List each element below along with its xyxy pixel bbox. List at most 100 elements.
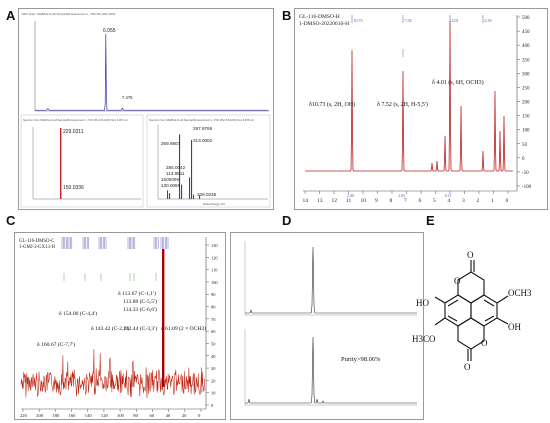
c-annot-5: δ 143.42 (C-2,2') xyxy=(91,325,129,332)
c-topmarks xyxy=(61,237,169,281)
b-shift-label: 10.73 xyxy=(354,18,363,23)
b-header-1: GL-116-DMSO-H xyxy=(299,14,340,20)
b-ytick-label: -50 xyxy=(522,171,529,176)
b-xtick-label: 3 xyxy=(462,198,465,204)
c-ytick-label: 50 xyxy=(211,341,216,346)
b-ytick-label: 400 xyxy=(522,44,530,49)
struct-o-ring-bottom: O xyxy=(481,338,488,348)
c-annot-4: δ 154.00 (C-4,4') xyxy=(59,310,97,317)
c-header-1: GL-116-DMSO-C xyxy=(19,239,54,244)
b-xtick-label: 12 xyxy=(332,198,338,204)
b-xticks: 14 13 12 11 10 9 8 7 6 5 4 3 2 1 0 xyxy=(303,191,509,204)
panel-e-structure: O O O O OCH3 OH HO H3CO xyxy=(426,232,546,418)
b-xtick-label: 0 xyxy=(506,198,509,204)
c-xtick-label: 40 xyxy=(166,413,171,418)
d-trace-top xyxy=(245,246,417,314)
struct-h3co-label: H3CO xyxy=(412,334,436,344)
b-trace xyxy=(305,20,513,172)
a-br-label-7: 130.0066 xyxy=(161,183,181,188)
b-xtick-label: 7 xyxy=(404,198,407,204)
b-header-2: 1-DMSO-20220616-H xyxy=(299,21,349,27)
c-ytick-label: 80 xyxy=(211,305,216,310)
struct-o-carbonyl-bottom: O xyxy=(464,362,471,372)
b-annot-2: δ10.73 (s, 2H, OH) xyxy=(309,101,355,108)
c-xtick-label: 0 xyxy=(198,413,201,418)
b-shift-label: 4.01 xyxy=(452,18,459,23)
a-bl-peak-1 xyxy=(60,128,62,199)
b-ytick-label: 250 xyxy=(522,86,530,91)
c-xtick-label: 200 xyxy=(36,413,44,418)
c-ytick-label: 90 xyxy=(211,292,216,297)
b-int-1: 2.00 xyxy=(347,194,354,198)
a-br-label-5: 113.9911 xyxy=(166,171,185,176)
b-ytick-label: 500 xyxy=(522,16,530,21)
c-ytick-label: 110 xyxy=(211,268,218,273)
b-ytick-label: 450 xyxy=(522,30,530,35)
a-top-peak-label-1: 6.055 xyxy=(103,28,116,34)
panel-label-c: C xyxy=(6,213,16,228)
b-xtick-label: 2 xyxy=(477,198,480,204)
b-shiftlabels: 10.73 7.52 4.01 2.50 xyxy=(351,15,492,23)
c-xticks: 220 200 180 160 140 120 100 80 60 40 20 0 xyxy=(20,409,202,418)
b-ytick-label: 150 xyxy=(522,115,530,120)
struct-oh-right: OH xyxy=(508,322,521,332)
c-xtick-label: 140 xyxy=(85,413,93,418)
c-ytick-label: 30 xyxy=(211,366,216,371)
c-header-2: 1-GMJ-2-GX13-H xyxy=(19,245,56,250)
a-br-peak-1 xyxy=(167,190,169,199)
b-xtick-label: 13 xyxy=(317,198,323,204)
a-br-peaks xyxy=(167,134,201,199)
b-annot-3: δ 7.52 (s, 2H, H-5,5') xyxy=(377,101,428,108)
d-trace-bottom xyxy=(245,336,417,404)
panel-b-hnmr: GL-116-DMSO-H 1-DMSO-20220616-H 14 13 12 11… xyxy=(294,8,548,210)
c-ytick-label: 40 xyxy=(211,354,216,359)
c-xtick-label: 60 xyxy=(149,413,154,418)
c-annot-9: δ 61.09 (2 × OCH3) xyxy=(161,325,206,332)
a-top-header: DEC Scan: SAMPLE-N.raff Sample001 Experi… xyxy=(22,12,115,16)
struct-o-ring-top: O xyxy=(454,276,461,286)
a-br-peak-4 xyxy=(181,184,183,199)
a-br-peak-8 xyxy=(199,195,201,199)
b-xtick-label: 8 xyxy=(390,198,393,204)
panel-label-e: E xyxy=(426,213,435,228)
a-bl-peak-2 xyxy=(60,192,62,199)
b-xtick-label: 11 xyxy=(346,198,352,204)
panel-c-svg: GL-116-DMSO-C 1-GMJ-2-GX13-H 220 200 180 16… xyxy=(19,237,218,418)
b-xtick-label: 1 xyxy=(491,198,494,204)
c-ytick-label: 10 xyxy=(211,391,216,396)
a-br-label-4: 285.0042 xyxy=(166,165,186,170)
panel-b-svg: GL-116-DMSO-H 1-DMSO-20220616-H 14 13 12 11… xyxy=(299,14,532,204)
a-br-peak-3 xyxy=(179,134,181,199)
c-xtick-label: 100 xyxy=(117,413,125,418)
c-annot-3: 114.33 (C-6,6') xyxy=(123,306,157,313)
b-ytick-label: -100 xyxy=(522,185,532,190)
struct-o-carbonyl-top: O xyxy=(467,250,474,260)
a-br-peak-7 xyxy=(193,194,195,199)
c-annot-2: 113.88 (C-5,5') xyxy=(123,298,157,305)
c-xtick-label: 160 xyxy=(69,413,77,418)
b-shift-label: 2.50 xyxy=(485,18,492,23)
a-br-peak-5 xyxy=(189,177,191,199)
panel-a-ms: DEC Scan: SAMPLE-N.raff Sample001 Experi… xyxy=(18,8,274,210)
b-shift-label: 7.52 xyxy=(405,18,412,23)
a-top-peak-label-2: 7.476 xyxy=(122,95,133,100)
panel-a-svg: DEC Scan: SAMPLE-N.raff Sample001 Experi… xyxy=(20,12,271,208)
panel-d-hplc: Purity>98.06% xyxy=(230,232,424,420)
a-br-label-6: 1500009 xyxy=(161,177,179,182)
c-ytick-label: 100 xyxy=(211,280,218,285)
b-xtick-label: 10 xyxy=(361,198,367,204)
a-top-trace xyxy=(35,33,269,111)
c-xtick-label: 180 xyxy=(52,413,60,418)
structure-left-labels: HO H3CO xyxy=(412,298,436,344)
b-ytick-label: 350 xyxy=(522,58,530,63)
b-int-3: 6.11 xyxy=(445,194,452,198)
panel-d-svg: Purity>98.06% xyxy=(244,241,417,406)
b-int-2: 2.03 xyxy=(398,194,405,198)
c-ytick-label: 20 xyxy=(211,378,216,383)
b-xtick-label: 5 xyxy=(433,198,436,204)
c-noise-trace xyxy=(20,348,205,399)
c-xtick-label: 220 xyxy=(20,413,28,418)
a-bl-peak-label-2: 150.0336 xyxy=(63,185,84,191)
a-br-label-8: 328.0236 xyxy=(197,192,217,197)
